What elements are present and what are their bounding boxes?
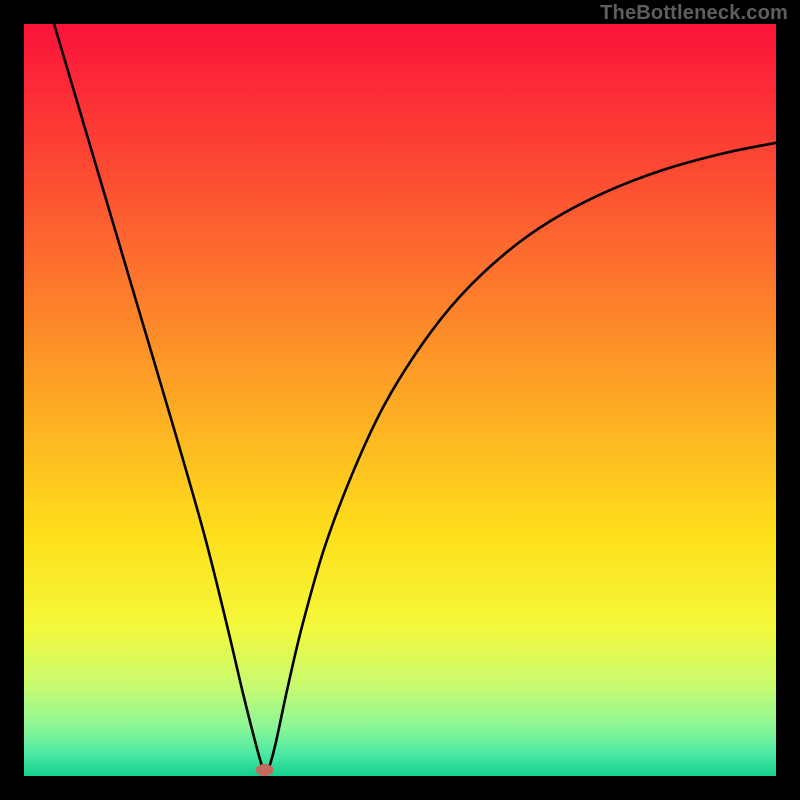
optimal-point-marker <box>256 764 274 776</box>
watermark-text: TheBottleneck.com <box>600 2 788 25</box>
plot-area <box>24 24 776 776</box>
chart-container: TheBottleneck.com <box>0 0 800 800</box>
chart-svg <box>0 0 800 800</box>
